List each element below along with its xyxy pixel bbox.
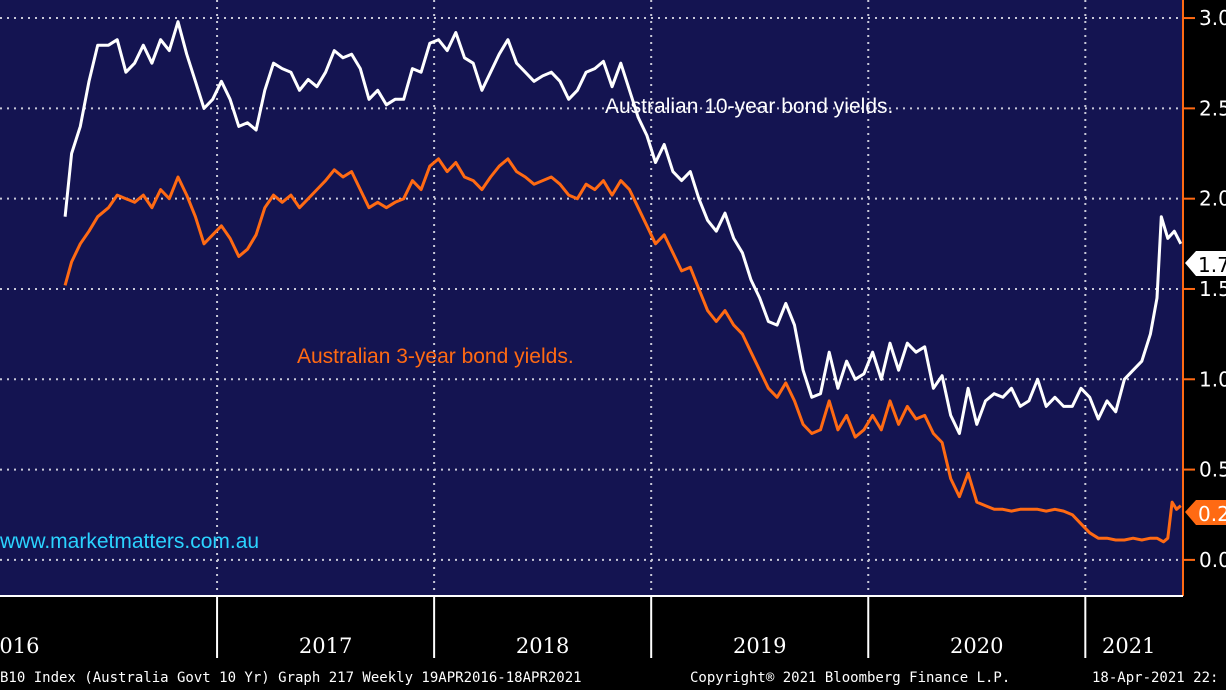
x-tick-label: 2019 bbox=[733, 634, 786, 658]
y-tick-label: 1.5 bbox=[1199, 277, 1226, 301]
x-tick-label: 2020 bbox=[950, 634, 1003, 658]
tag-3y-value: 0.2 bbox=[1198, 502, 1226, 526]
y-tick-label: 3.0 bbox=[1199, 6, 1226, 30]
grid-lines bbox=[0, 0, 1183, 596]
footer-right: 18-Apr-2021 22: bbox=[1092, 670, 1218, 686]
plot-area bbox=[0, 0, 1183, 596]
series-10y-line bbox=[63, 20, 1183, 435]
tag-10y-box bbox=[1185, 251, 1226, 276]
tag-10y-value: 1.7 bbox=[1198, 253, 1226, 277]
x-axis: 2016 2017 2018 2019 2020 2021 bbox=[0, 595, 1183, 658]
last-value-tags: 1.7 0.2 bbox=[1185, 251, 1226, 526]
y-tick-label: 2.5 bbox=[1199, 96, 1226, 120]
x-tick-label: 2018 bbox=[516, 634, 569, 658]
footer-left: B10 Index (Australia Govt 10 Yr) Graph 2… bbox=[0, 670, 582, 686]
footer-mid: Copyright® 2021 Bloomberg Finance L.P. bbox=[690, 670, 1010, 686]
y-tick-label: 2.0 bbox=[1199, 187, 1226, 211]
y-tick-label: 0.0 bbox=[1199, 548, 1226, 572]
label-3y: Australian 3-year bond yields. bbox=[297, 345, 574, 368]
series-3y-line bbox=[63, 157, 1182, 544]
x-tick-label: 2021 bbox=[1102, 634, 1155, 658]
tag-3y: 0.2 bbox=[1185, 500, 1226, 526]
series-10y-group bbox=[63, 20, 1183, 435]
tag-3y-box bbox=[1185, 500, 1226, 525]
tag-10y: 1.7 bbox=[1185, 251, 1226, 277]
x-tick-label: 2017 bbox=[299, 634, 352, 658]
label-10y: Australian 10-year bond yields. bbox=[605, 95, 893, 118]
source-url: www.marketmatters.com.au bbox=[0, 530, 259, 553]
y-tick-label: 1.0 bbox=[1199, 367, 1226, 391]
x-tick-label: 2016 bbox=[0, 634, 39, 658]
y-tick-label: 0.5 bbox=[1199, 458, 1226, 482]
series-3y-group bbox=[63, 157, 1182, 544]
annotations: Australian 10-year bond yields. Australi… bbox=[0, 95, 893, 553]
y-axis: 0.0 0.5 1.0 1.5 2.0 2.5 3.0 bbox=[1182, 0, 1226, 596]
footer: B10 Index (Australia Govt 10 Yr) Graph 2… bbox=[0, 670, 1218, 686]
